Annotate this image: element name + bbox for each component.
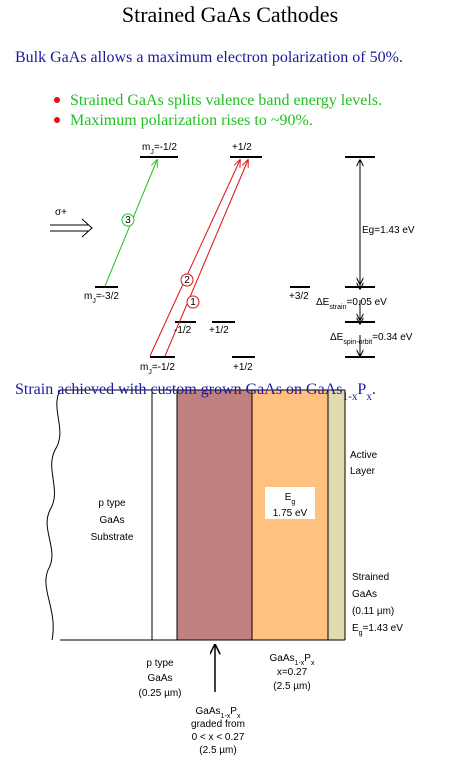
text-part: =-3/2 [96, 291, 120, 302]
layer-label: (0.25 µm) [139, 688, 182, 699]
text-part: P [230, 706, 237, 717]
text-part: . [372, 381, 376, 398]
layer-label: p type [98, 498, 126, 509]
layer-label: x=0.27 [277, 667, 308, 678]
text-part: GaAs [196, 706, 221, 717]
layer-label: Eg [285, 492, 296, 506]
subscript: g [359, 630, 363, 637]
layer-label: GaAs [147, 673, 172, 684]
bullet-dot [54, 97, 60, 103]
bullet: Maximum polarization rises to ~90%. [70, 112, 313, 129]
text-part: GaAs [270, 653, 295, 664]
layer-label: (2.5 µm) [273, 681, 310, 692]
text-part: P [357, 381, 366, 398]
layer-label: (2.5 µm) [199, 745, 236, 756]
bullet: Strained GaAs splits valence band energy… [70, 92, 382, 109]
subscript: x [366, 391, 372, 403]
text-part: =-1/2 [154, 142, 178, 153]
level-label: -1/2 [174, 325, 192, 336]
text-part: ΔE [316, 297, 330, 308]
subscript: J [148, 369, 152, 376]
subscript: x [311, 660, 315, 667]
subscript: g [291, 499, 295, 506]
text-part: m [142, 142, 150, 153]
layer-label: Substrate [91, 532, 134, 543]
bullet-dot [54, 117, 60, 123]
layer-label: 1.75 eV [273, 508, 308, 519]
level-label: mJ=-1/2 [140, 362, 175, 376]
subscript: J [150, 149, 154, 156]
level-label: +1/2 [233, 362, 253, 373]
subscript: 1-x [343, 391, 358, 403]
text-part: =1.43 eV [363, 623, 404, 634]
transition-number: 3 [125, 215, 131, 226]
text-part: ΔE [330, 332, 344, 343]
layer-label: (0.11 µm) [352, 606, 394, 617]
level-label: mJ=-3/2 [84, 291, 119, 305]
diagram-shapes [45, 156, 375, 692]
layer-label: GaAs1-xPx [270, 653, 315, 667]
level-label: +3/2 [289, 291, 309, 302]
subscript: x [237, 713, 241, 720]
transition-number: 2 [184, 275, 190, 286]
layer-label: GaAs [99, 515, 124, 526]
layer-label: GaAs1-xPx [196, 706, 241, 720]
layer-label: Strained [352, 572, 389, 583]
text-part: =0.34 eV [372, 332, 413, 343]
transition-number: 1 [190, 297, 196, 308]
intro: Bulk GaAs allows a maximum electron pola… [15, 49, 403, 66]
text-part: =0.05 eV [346, 297, 387, 308]
text-part: P [304, 653, 311, 664]
layer-label: Eg=1.43 eV [352, 623, 403, 637]
excitation-label: σ+ [55, 207, 67, 218]
energy-label: ΔEspin-orbit=0.34 eV [330, 332, 413, 346]
energy-label: ΔEstrain=0.05 eV [316, 297, 387, 311]
level-label: +1/2 [209, 325, 229, 336]
section-heading: Strain achieved with custom grown GaAs o… [15, 381, 376, 403]
energy-label: Eg=1.43 eV [362, 225, 415, 236]
layer-label: GaAs [352, 589, 377, 600]
text-part: Strain achieved with custom grown GaAs o… [15, 381, 343, 398]
subscript: 1-x [295, 660, 305, 667]
text-part: m [84, 291, 92, 302]
title: Strained GaAs Cathodes [122, 2, 338, 27]
layer-label: 0 < x < 0.27 [192, 732, 245, 743]
text-part: E [285, 492, 292, 503]
subscript: J [92, 298, 96, 305]
level-label: mJ=-1/2 [142, 142, 177, 156]
subscript: 1-x [221, 713, 231, 720]
layer-label: Layer [350, 466, 376, 477]
level-label: +1/2 [232, 142, 252, 153]
layer-label: p type [146, 658, 174, 669]
text-part: m [140, 362, 148, 373]
text-part: =-1/2 [152, 362, 176, 373]
subscript: strain [329, 304, 346, 311]
layer-label: graded from [191, 719, 245, 730]
text-part: E [352, 623, 359, 634]
layer-label: Active [350, 450, 378, 461]
subscript: spin-orbit [343, 339, 372, 346]
